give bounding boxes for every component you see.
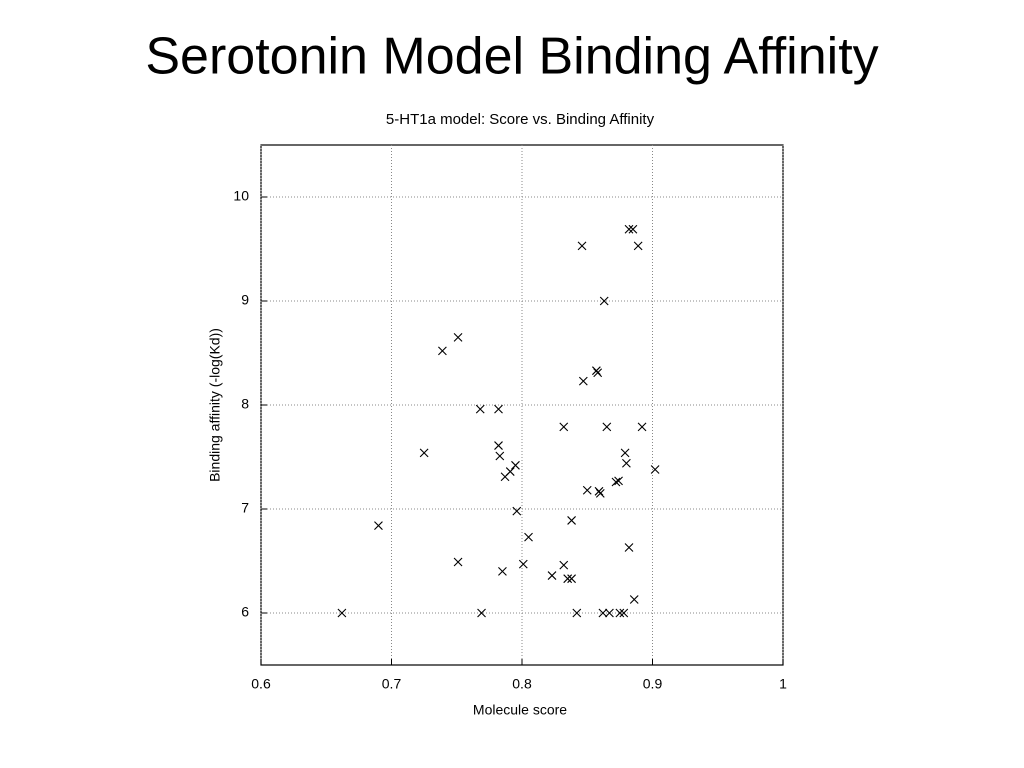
scatter-point [563, 574, 573, 584]
scatter-point [477, 608, 486, 618]
scatter-point [567, 574, 576, 584]
scatter-point [619, 608, 629, 618]
scatter-point [518, 559, 528, 569]
scatter-point [602, 422, 612, 432]
y-tick-label: 6 [241, 604, 249, 620]
scatter-point [512, 506, 522, 516]
scatter-point [578, 376, 588, 386]
scatter-point [593, 368, 603, 378]
scatter-point [650, 465, 660, 474]
scatter-point [438, 346, 447, 356]
scatter-point [505, 467, 515, 476]
scatter-point [611, 477, 621, 487]
scatter-point [374, 521, 383, 531]
scatter-point [498, 567, 507, 576]
scatter-point [624, 543, 634, 552]
scatter-point [572, 608, 582, 618]
x-tick-label: 0.8 [512, 676, 532, 692]
scatter-point [637, 422, 647, 432]
scatter-point [595, 489, 605, 498]
scatter-point [337, 608, 347, 618]
scatter-point [620, 448, 630, 458]
scatter-point [629, 595, 639, 604]
x-tick-label: 0.7 [382, 676, 402, 692]
scatter-point [475, 404, 485, 414]
scatter-point [615, 608, 625, 618]
scatter-point [582, 485, 592, 495]
scatter-point [605, 608, 614, 618]
y-tick-label: 9 [241, 292, 249, 308]
scatter-point [559, 560, 569, 570]
scatter-point [494, 441, 503, 450]
scatter-point [547, 571, 557, 580]
scatter-point [622, 458, 631, 468]
scatter-point [495, 451, 505, 461]
scatter-point [511, 460, 520, 470]
x-tick-label: 0.6 [251, 676, 271, 692]
scatter-point [577, 241, 587, 251]
x-axis-label: Molecule score [473, 702, 567, 718]
y-tick-label: 10 [233, 188, 249, 204]
scatter-point [624, 224, 634, 234]
scatter-point [567, 516, 576, 525]
scatter-point [599, 296, 609, 306]
chart-title: 5-HT1a model: Score vs. Binding Affinity [386, 111, 655, 128]
scatter-point [453, 557, 463, 567]
scatter-point [494, 404, 503, 414]
scatter-point [633, 241, 643, 251]
y-axis-label: Binding affinity (-log(Kd)) [207, 328, 223, 482]
y-tick-label: 7 [241, 500, 249, 516]
x-tick-label: 1 [779, 676, 787, 692]
scatter-point [453, 333, 463, 342]
scatter-point [598, 608, 608, 618]
scatter-point [559, 422, 569, 432]
y-tick-label: 8 [241, 396, 249, 412]
scatter-point [419, 448, 429, 458]
slide-title: Serotonin Model Binding Affinity [145, 28, 878, 86]
scatter-point [614, 476, 623, 486]
x-tick-label: 0.9 [643, 676, 663, 692]
scatter-point [524, 532, 533, 542]
scatter-point [628, 224, 638, 234]
